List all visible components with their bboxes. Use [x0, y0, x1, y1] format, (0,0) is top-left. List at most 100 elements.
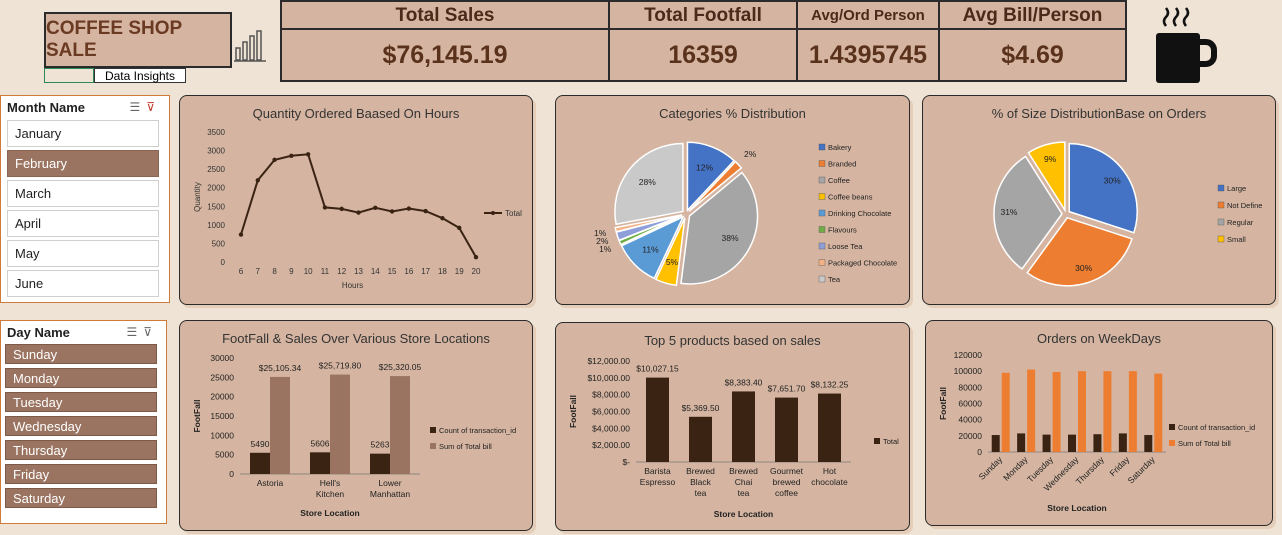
y-tick-label: $4,000.00	[592, 423, 630, 433]
data-label: $8,132.25	[811, 380, 849, 390]
data-insights-label: Data Insights	[94, 68, 186, 83]
bar-2	[390, 376, 410, 474]
legend-entry: Drinking Chocolate	[828, 209, 891, 218]
x-tick-label: Espresso	[640, 477, 676, 487]
legend-swatch	[1217, 184, 1225, 192]
data-point	[322, 205, 328, 210]
month-item-march[interactable]: March	[7, 180, 159, 207]
legend-swatch	[818, 176, 826, 184]
data-label: 5606	[311, 438, 330, 448]
legend-entry: Branded	[828, 160, 856, 169]
x-tick-label: 9	[289, 267, 294, 276]
series-line-total	[240, 153, 477, 258]
bar-2	[1078, 371, 1086, 452]
legend-entry: Packaged Chocolate	[828, 259, 897, 268]
bar-1	[991, 435, 1000, 452]
categories-pie-panel: Categories % Distribution 12% 2% 38% 5% 11% 1…	[555, 95, 910, 305]
clear-filter-icon[interactable]: ⊽	[146, 100, 161, 114]
day-item-sunday[interactable]: Sunday	[5, 344, 157, 364]
slice-label: 9%	[1044, 154, 1057, 164]
bar-chart-icon	[234, 30, 266, 62]
y-tick-label: 0	[229, 469, 234, 479]
bar-1	[370, 453, 390, 474]
data-point	[457, 225, 462, 231]
legend-swatch	[1217, 218, 1225, 226]
x-tick-label: Gourmet	[770, 466, 804, 476]
bar-1	[1017, 433, 1026, 452]
data-label: $10,027.15	[636, 364, 679, 374]
data-point	[305, 152, 311, 157]
weekday-orders-bar-panel: Orders on WeekDays 0 20000 40000 60000 80000…	[925, 320, 1273, 526]
legend-swatch	[1217, 235, 1225, 243]
x-tick-label: Thursday	[1074, 454, 1107, 487]
y-tick-label: 1000	[207, 221, 225, 230]
month-item-january[interactable]: January	[7, 120, 159, 147]
data-label: $7,651.70	[768, 384, 806, 394]
slicer-toolbar: ☰⊽	[129, 100, 161, 114]
x-tick-label: 16	[404, 267, 413, 276]
month-item-april[interactable]: April	[7, 210, 159, 237]
legend-swatch	[818, 259, 826, 266]
cell-selection	[44, 68, 94, 83]
clear-filter-icon[interactable]: ⊽	[143, 325, 158, 339]
day-item-tuesday[interactable]: Tuesday	[5, 392, 157, 412]
data-label: $25,105.34	[259, 363, 302, 373]
x-tick-label: 12	[337, 267, 346, 276]
month-item-june[interactable]: June	[7, 270, 159, 297]
y-tick-label: 1500	[207, 202, 225, 211]
legend-entry: Loose Tea	[828, 242, 863, 251]
legend-swatch	[1217, 201, 1225, 209]
multi-select-icon[interactable]: ☰	[126, 325, 144, 339]
y-tick-label: $2,000.00	[592, 440, 630, 450]
month-item-may[interactable]: May	[7, 240, 159, 267]
day-item-wednesday[interactable]: Wednesday	[5, 416, 157, 436]
bar-1	[775, 397, 798, 462]
pie-slice	[688, 160, 743, 212]
legend-entry: Total	[505, 209, 522, 218]
pie-slice	[1068, 142, 1138, 234]
bar-1	[1068, 434, 1076, 452]
x-tick-label: 6	[239, 267, 244, 276]
x-tick-label: Brewed	[686, 466, 715, 476]
x-tick-label: brewed	[773, 477, 801, 487]
x-tick-label: Brewed	[729, 466, 758, 476]
legend-entry: Total	[883, 437, 899, 446]
day-item-friday[interactable]: Friday	[5, 464, 157, 484]
legend-swatch	[874, 438, 880, 444]
hours-line-chart: 0 500 1000 1500 2000 2500 3000 3500 6 7 8 9 10 11 12 13…	[193, 128, 522, 290]
store-locations-bar-chart: 0 5000 10000 15000 20000 25000 30000 5490 $25,10…	[192, 353, 516, 518]
multi-select-icon[interactable]: ☰	[129, 100, 147, 114]
x-tick-label: chocolate	[811, 477, 848, 487]
x-tick-label: 17	[421, 267, 430, 276]
day-item-monday[interactable]: Monday	[5, 368, 157, 388]
slice-label: 31%	[1000, 207, 1017, 217]
data-label: $25,320.05	[379, 362, 422, 372]
day-item-saturday[interactable]: Saturday	[5, 488, 157, 508]
day-item-thursday[interactable]: Thursday	[5, 440, 157, 460]
day-slicer: Day Name ☰⊽ Sunday Monday Tuesday Wednesday…	[0, 320, 167, 524]
slicer-toolbar: ☰⊽	[126, 325, 158, 339]
bar-2	[1154, 373, 1163, 452]
bar-2	[1001, 372, 1010, 452]
x-tick-label: 18	[438, 267, 447, 276]
x-tick-label: 14	[371, 267, 380, 276]
month-item-february[interactable]: February	[7, 150, 159, 177]
bar-1	[689, 416, 712, 462]
pie-slice	[614, 142, 684, 226]
slice-label: 5%	[666, 257, 679, 267]
legend-swatch	[818, 193, 826, 200]
legend-entry: Large	[1227, 184, 1246, 193]
legend-swatch	[818, 226, 826, 233]
bar-1	[250, 452, 270, 474]
y-tick-label: 20000	[210, 392, 234, 402]
bar-1	[1144, 435, 1153, 452]
x-tick-label: Black	[690, 477, 712, 487]
pie-slice	[614, 214, 683, 233]
coffee-cup-icon	[1156, 7, 1217, 83]
data-point	[339, 206, 344, 212]
y-axis-label: FootFall	[192, 399, 202, 432]
x-axis-label: Hours	[342, 281, 363, 290]
legend-entry: Bakery	[828, 143, 852, 152]
data-point	[373, 205, 378, 210]
y-tick-label: 500	[212, 239, 226, 248]
